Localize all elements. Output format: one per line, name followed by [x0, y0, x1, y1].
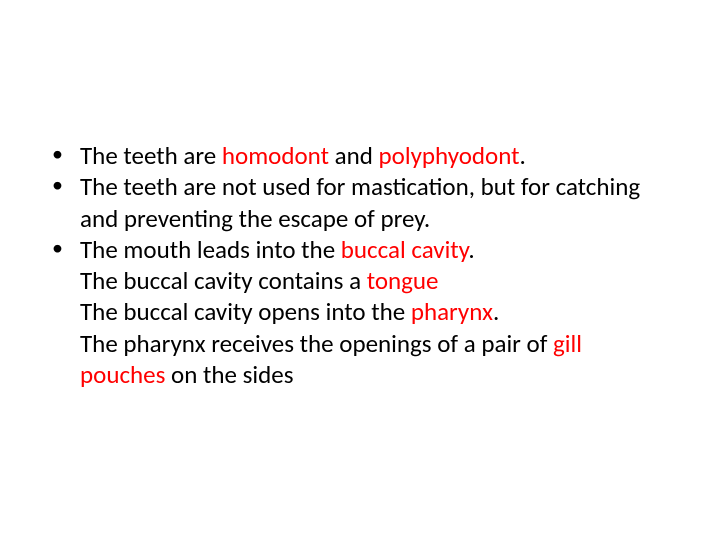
text-run: The teeth are	[80, 140, 222, 171]
text-run: .	[520, 140, 526, 171]
highlight-term: pharynx	[411, 296, 493, 327]
continuation-line: The pharynx receives the openings of a p…	[50, 328, 670, 391]
text-run: and	[329, 140, 379, 171]
highlight-term: buccal cavity	[341, 234, 469, 265]
bullet-text: The teeth are not used for mastication, …	[80, 171, 670, 234]
continuation-line: The buccal cavity opens into the pharynx…	[50, 296, 670, 327]
highlight-term: polyphyodont	[379, 140, 520, 171]
text-run: .	[493, 296, 499, 327]
bullet-text: The teeth are homodont and polyphyodont.	[80, 140, 670, 171]
text-run: The mouth leads into the	[80, 234, 341, 265]
text-run: The buccal cavity opens into the	[80, 296, 411, 327]
bullet-item: •The teeth are homodont and polyphyodont…	[50, 140, 670, 171]
bullet-text: The mouth leads into the buccal cavity.	[80, 234, 670, 265]
continuation-block: The buccal cavity contains a tongueThe b…	[50, 265, 670, 390]
slide: •The teeth are homodont and polyphyodont…	[0, 0, 720, 540]
bullet-list: •The teeth are homodont and polyphyodont…	[50, 140, 670, 265]
bullet-item: •The teeth are not used for mastication,…	[50, 171, 670, 234]
text-run: The teeth are not used for mastication, …	[80, 171, 640, 233]
bullet-marker: •	[50, 140, 80, 168]
highlight-term: homodont	[222, 140, 329, 171]
text-run: .	[468, 234, 474, 265]
text-run: The buccal cavity contains a	[80, 265, 367, 296]
text-run: on the sides	[171, 359, 293, 390]
highlight-term: tongue	[367, 265, 439, 296]
bullet-marker: •	[50, 171, 80, 199]
bullet-marker: •	[50, 234, 80, 262]
bullet-item: •The mouth leads into the buccal cavity.	[50, 234, 670, 265]
text-run: The pharynx receives the openings of a p…	[80, 328, 553, 359]
continuation-line: The buccal cavity contains a tongue	[50, 265, 670, 296]
